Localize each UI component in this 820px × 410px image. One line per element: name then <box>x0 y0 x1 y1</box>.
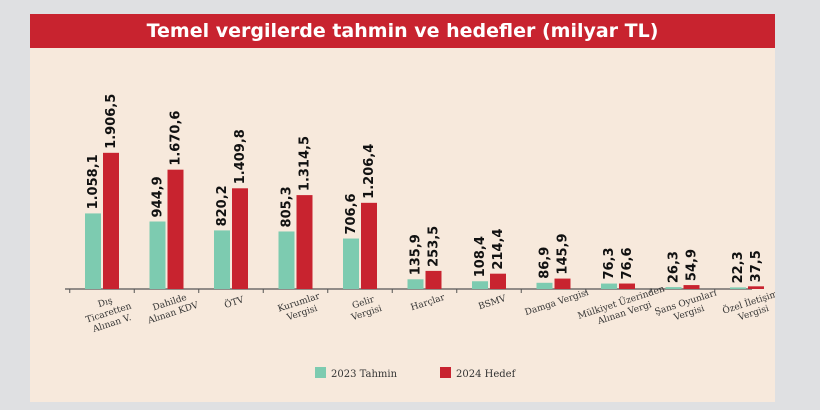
category-label: DışTicarettenAlınan V. <box>81 291 136 336</box>
bar-value-label: 253,5 <box>427 226 442 267</box>
legend-swatch <box>315 367 326 378</box>
bar-tahmin-2023 <box>214 230 230 289</box>
category-label: GelirVergisi <box>346 293 383 323</box>
bar-value-label: 54,9 <box>685 249 700 281</box>
bar-value-label: 1.409,8 <box>233 129 248 184</box>
bar-tahmin-2023 <box>85 213 101 289</box>
bar-value-label: 26,3 <box>667 251 682 283</box>
bar-value-label: 214,4 <box>491 229 506 270</box>
bar-value-label: 22,3 <box>731 251 746 283</box>
legend-label: 2024 Hedef <box>456 369 517 380</box>
bar-hedef-2024 <box>361 202 377 289</box>
bar-tahmin-2023 <box>730 287 746 289</box>
bar-tahmin-2023 <box>149 221 166 289</box>
bar-value-label: 1.058,1 <box>86 154 101 209</box>
bar-tahmin-2023 <box>665 287 682 289</box>
bar-hedef-2024 <box>490 273 506 289</box>
bar-tahmin-2023 <box>343 238 359 289</box>
bar-value-label: 706,6 <box>344 193 359 234</box>
bar-tahmin-2023 <box>278 231 295 289</box>
bar-hedef-2024 <box>167 169 184 289</box>
bar-value-label: 145,9 <box>556 233 571 274</box>
bar-chart: 1.058,11.906,5 DışTicarettenAlınan V. 944,… <box>65 94 775 380</box>
legend-swatch <box>440 367 451 378</box>
bar-value-label: 86,9 <box>538 247 553 279</box>
bar-value-label: 135,9 <box>409 234 424 275</box>
bar-value-label: 1.906,5 <box>104 94 119 149</box>
bar-hedef-2024 <box>683 285 700 289</box>
category-label: Harçlar <box>410 293 447 314</box>
chart-title: Temel vergilerde tahmin ve hedefler (mil… <box>30 14 775 48</box>
category-label: ÖTV <box>223 293 246 311</box>
bar-value-label: 1.206,4 <box>362 144 377 199</box>
bar-hedef-2024 <box>232 188 248 289</box>
bar-value-label: 820,2 <box>215 185 230 226</box>
bar-hedef-2024 <box>619 283 635 289</box>
bar-hedef-2024 <box>425 270 442 289</box>
bar-value-label: 1.314,5 <box>298 136 313 191</box>
bar-value-label: 805,3 <box>280 186 295 227</box>
category-label: BSMV <box>477 294 508 312</box>
bar-hedef-2024 <box>748 286 764 289</box>
bar-value-label: 1.670,6 <box>169 111 184 166</box>
bar-hedef-2024 <box>103 152 119 289</box>
bar-value-label: 76,3 <box>602 247 617 279</box>
bar-value-label: 76,6 <box>620 247 635 279</box>
category-label: Özel İletişimVergisi <box>721 287 775 327</box>
bar-value-label: 944,9 <box>151 176 166 217</box>
bar-tahmin-2023 <box>601 283 617 289</box>
bar-tahmin-2023 <box>407 279 424 289</box>
chart-frame: 1.058,1 1.906,5 DışTicarettenAlınan V. 944,… <box>30 14 775 402</box>
bar-value-label: 108,4 <box>473 236 488 277</box>
bar-hedef-2024 <box>554 278 571 289</box>
category-label: KurumlarVergisi <box>277 291 326 325</box>
legend-label: 2023 Tahmin <box>331 369 398 380</box>
bar-tahmin-2023 <box>536 282 553 289</box>
bar-value-label: 37,5 <box>749 250 764 282</box>
category-label: DahildeAlınan KDV <box>142 290 200 327</box>
bar-hedef-2024 <box>296 195 313 289</box>
bar-tahmin-2023 <box>472 281 488 289</box>
